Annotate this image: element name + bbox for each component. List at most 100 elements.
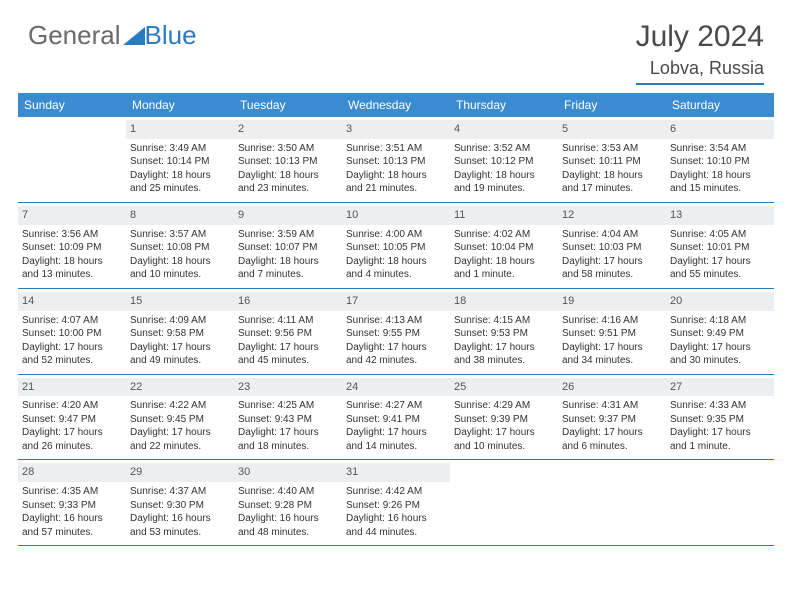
sunrise-line: Sunrise: 4:35 AM: [22, 485, 122, 499]
sunrise-line: Sunrise: 4:37 AM: [130, 485, 230, 499]
day-cell: 28Sunrise: 4:35 AMSunset: 9:33 PMDayligh…: [18, 460, 126, 545]
title-block: July 2024 Lobva, Russia: [636, 20, 764, 85]
week-row: 14Sunrise: 4:07 AMSunset: 10:00 PMDaylig…: [18, 289, 774, 375]
day-number: 26: [558, 378, 666, 397]
day-number: 18: [450, 292, 558, 311]
sunrise-line: Sunrise: 3:50 AM: [238, 142, 338, 156]
sunset-line: Sunset: 10:03 PM: [562, 241, 662, 255]
calendar: SundayMondayTuesdayWednesdayThursdayFrid…: [0, 93, 792, 546]
day-number: 11: [450, 206, 558, 225]
sunset-line: Sunset: 9:56 PM: [238, 327, 338, 341]
day-number: 29: [126, 463, 234, 482]
day-number: 31: [342, 463, 450, 482]
week-row: 7Sunrise: 3:56 AMSunset: 10:09 PMDayligh…: [18, 203, 774, 289]
sunset-line: Sunset: 10:13 PM: [238, 155, 338, 169]
day-cell: 25Sunrise: 4:29 AMSunset: 9:39 PMDayligh…: [450, 375, 558, 460]
daylight-line: Daylight: 18 hours and 15 minutes.: [670, 169, 770, 196]
sunset-line: Sunset: 10:01 PM: [670, 241, 770, 255]
daylight-line: Daylight: 17 hours and 6 minutes.: [562, 426, 662, 453]
sunrise-line: Sunrise: 4:20 AM: [22, 399, 122, 413]
day-number: 1: [126, 120, 234, 139]
sunrise-line: Sunrise: 4:29 AM: [454, 399, 554, 413]
day-cell: 24 Sunrise: 4:27 AMSunset: 9:41 PMDayligh…: [342, 375, 450, 460]
day-cell: 22Sunrise: 4:22 AMSunset: 9:45 PMDayligh…: [126, 375, 234, 460]
day-cell: 20Sunrise: 4:18 AMSunset: 9:49 PMDayligh…: [666, 289, 774, 374]
logo: General Blue: [28, 20, 197, 51]
day-number: 17: [342, 292, 450, 311]
daylight-line: Daylight: 18 hours and 1 minute.: [454, 255, 554, 282]
day-number: 9: [234, 206, 342, 225]
daylight-line: Daylight: 16 hours and 57 minutes.: [22, 512, 122, 539]
day-cell: 10Sunrise: 4:00 AMSunset: 10:05 PMDaylig…: [342, 203, 450, 288]
sunrise-line: Sunrise: 4:07 AM: [22, 314, 122, 328]
day-number: 10: [342, 206, 450, 225]
daylight-line: Daylight: 17 hours and 34 minutes.: [562, 341, 662, 368]
sunrise-line: Sunrise: 4:22 AM: [130, 399, 230, 413]
daylight-line: Daylight: 18 hours and 7 minutes.: [238, 255, 338, 282]
day-cell: 11Sunrise: 4:02 AMSunset: 10:04 PMDaylig…: [450, 203, 558, 288]
daylight-line: Daylight: 18 hours and 21 minutes.: [346, 169, 446, 196]
day-cell: 30Sunrise: 4:40 AMSunset: 9:28 PMDayligh…: [234, 460, 342, 545]
sunset-line: Sunset: 9:47 PM: [22, 413, 122, 427]
sunset-line: Sunset: 9:58 PM: [130, 327, 230, 341]
day-header-row: SundayMondayTuesdayWednesdayThursdayFrid…: [18, 93, 774, 117]
sunset-line: Sunset: 10:00 PM: [22, 327, 122, 341]
sunrise-line: Sunrise: 4:05 AM: [670, 228, 770, 242]
sunrise-line: Sunrise: 4:13 AM: [346, 314, 446, 328]
sunrise-line: Sunrise: 4:27 AM: [346, 399, 446, 413]
sunset-line: Sunset: 9:30 PM: [130, 499, 230, 513]
sunrise-line: Sunrise: 4:18 AM: [670, 314, 770, 328]
day-cell: 1Sunrise: 3:49 AMSunset: 10:14 PMDayligh…: [126, 117, 234, 202]
daylight-line: Daylight: 17 hours and 45 minutes.: [238, 341, 338, 368]
sunrise-line: Sunrise: 4:33 AM: [670, 399, 770, 413]
day-header-cell: Friday: [558, 93, 666, 117]
sunset-line: Sunset: 9:41 PM: [346, 413, 446, 427]
daylight-line: Daylight: 17 hours and 30 minutes.: [670, 341, 770, 368]
day-cell: [18, 117, 126, 202]
sunrise-line: Sunrise: 3:59 AM: [238, 228, 338, 242]
daylight-line: Daylight: 16 hours and 44 minutes.: [346, 512, 446, 539]
sunset-line: Sunset: 9:45 PM: [130, 413, 230, 427]
day-cell: 7Sunrise: 3:56 AMSunset: 10:09 PMDayligh…: [18, 203, 126, 288]
day-number: 24: [342, 378, 450, 397]
sunrise-line: Sunrise: 4:04 AM: [562, 228, 662, 242]
daylight-line: Daylight: 17 hours and 42 minutes.: [346, 341, 446, 368]
sunrise-line: Sunrise: 3:52 AM: [454, 142, 554, 156]
day-header-cell: Sunday: [18, 93, 126, 117]
sunset-line: Sunset: 10:14 PM: [130, 155, 230, 169]
day-cell: 26Sunrise: 4:31 AMSunset: 9:37 PMDayligh…: [558, 375, 666, 460]
sunrise-line: Sunrise: 3:49 AM: [130, 142, 230, 156]
daylight-line: Daylight: 17 hours and 18 minutes.: [238, 426, 338, 453]
day-number: 16: [234, 292, 342, 311]
sunset-line: Sunset: 9:33 PM: [22, 499, 122, 513]
sunrise-line: Sunrise: 3:57 AM: [130, 228, 230, 242]
sunset-line: Sunset: 10:13 PM: [346, 155, 446, 169]
day-cell: [558, 460, 666, 545]
day-number: 20: [666, 292, 774, 311]
daylight-line: Daylight: 16 hours and 53 minutes.: [130, 512, 230, 539]
sunrise-line: Sunrise: 3:56 AM: [22, 228, 122, 242]
sunset-line: Sunset: 9:26 PM: [346, 499, 446, 513]
day-cell: 14Sunrise: 4:07 AMSunset: 10:00 PMDaylig…: [18, 289, 126, 374]
day-cell: 31Sunrise: 4:42 AMSunset: 9:26 PMDayligh…: [342, 460, 450, 545]
week-row: 28Sunrise: 4:35 AMSunset: 9:33 PMDayligh…: [18, 460, 774, 546]
daylight-line: Daylight: 17 hours and 26 minutes.: [22, 426, 122, 453]
sunset-line: Sunset: 9:55 PM: [346, 327, 446, 341]
day-cell: 8Sunrise: 3:57 AMSunset: 10:08 PMDayligh…: [126, 203, 234, 288]
daylight-line: Daylight: 17 hours and 22 minutes.: [130, 426, 230, 453]
day-cell: 21 Sunrise: 4:20 AMSunset: 9:47 PMDayligh…: [18, 375, 126, 460]
daylight-line: Daylight: 18 hours and 13 minutes.: [22, 255, 122, 282]
day-cell: 3Sunrise: 3:51 AMSunset: 10:13 PMDayligh…: [342, 117, 450, 202]
location-label: Lobva, Russia: [636, 58, 764, 85]
sunset-line: Sunset: 9:37 PM: [562, 413, 662, 427]
day-header-cell: Monday: [126, 93, 234, 117]
day-cell: 19Sunrise: 4:16 AMSunset: 9:51 PMDayligh…: [558, 289, 666, 374]
day-number: 21: [18, 378, 126, 397]
day-cell: 6Sunrise: 3:54 AMSunset: 10:10 PMDayligh…: [666, 117, 774, 202]
day-number: 6: [666, 120, 774, 139]
sunrise-line: Sunrise: 4:16 AM: [562, 314, 662, 328]
day-number: 30: [234, 463, 342, 482]
daylight-line: Daylight: 17 hours and 14 minutes.: [346, 426, 446, 453]
logo-triangle-icon: [123, 27, 145, 45]
day-cell: 5Sunrise: 3:53 AMSunset: 10:11 PMDayligh…: [558, 117, 666, 202]
